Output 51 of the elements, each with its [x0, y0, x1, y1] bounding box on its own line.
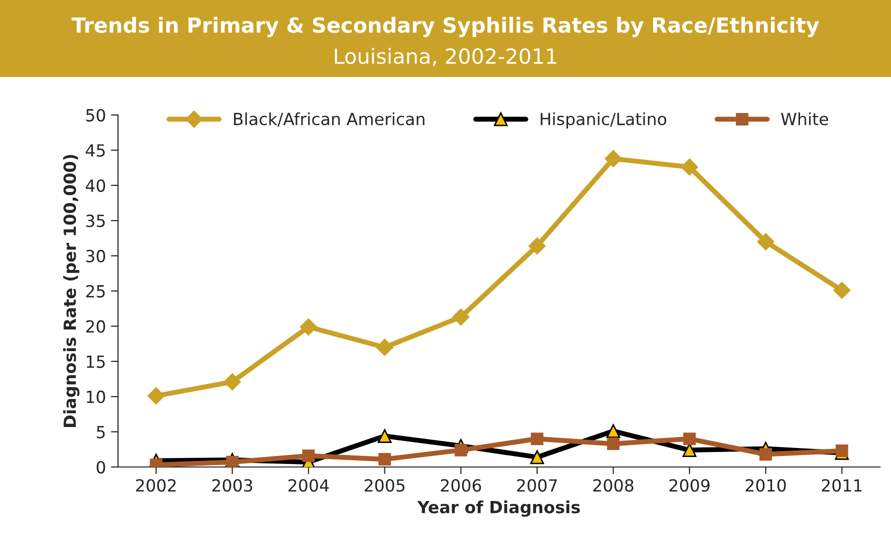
point [300, 318, 318, 336]
x-tick-label: 2005 [364, 479, 404, 492]
y-tick-label: 30 [86, 250, 106, 262]
point [757, 233, 774, 250]
point [836, 444, 848, 458]
chart-subtitle: Louisiana, 2002-2011 [334, 48, 556, 66]
point [759, 448, 772, 461]
point [683, 432, 696, 446]
point [604, 150, 622, 168]
y-tick-label: 10 [86, 390, 106, 404]
point [682, 443, 696, 458]
y-tick-label: 40 [86, 179, 106, 192]
y-tick-label: 15 [86, 356, 105, 368]
x-axis-title: Year of Diagnosis [417, 500, 580, 517]
y-tick-label: 5 [96, 426, 105, 438]
point [607, 438, 620, 450]
point [454, 444, 468, 456]
point [530, 432, 544, 446]
point [530, 450, 544, 464]
point [680, 158, 698, 176]
chart-title: Trends in Primary & Secondary Syphilis Rates by Race/Ethnicity [72, 16, 820, 38]
x-tick-label: 2010 [746, 479, 786, 492]
point [148, 387, 165, 404]
legend-label: Hispanic/Latino [540, 112, 666, 129]
legend-label: White [781, 112, 828, 126]
y-tick-label: 0 [96, 460, 106, 474]
x-tick-label: 2009 [670, 479, 710, 492]
y-tick-label: 20 [86, 320, 106, 333]
point [302, 449, 315, 462]
point [833, 282, 850, 299]
point [376, 338, 394, 356]
y-tick-label: 25 [86, 284, 105, 298]
point [224, 373, 241, 390]
point [528, 237, 546, 254]
y-tick-label: 45 [86, 144, 105, 157]
x-tick-label: 2006 [440, 479, 482, 492]
x-tick-label: 2011 [822, 479, 862, 492]
point [606, 424, 620, 438]
point [378, 429, 392, 443]
y-axis-title: Diagnosis Rate (per 100,000) [63, 154, 80, 427]
point [378, 453, 391, 466]
x-tick-label: 2004 [288, 479, 329, 492]
point [452, 308, 470, 326]
y-tick-label: 50 [86, 108, 106, 122]
x-tick-label: 2007 [517, 479, 557, 492]
x-tick-label: 2003 [212, 479, 252, 492]
y-tick-label: 35 [86, 214, 105, 228]
x-tick-label: 2008 [593, 479, 634, 492]
point [226, 456, 239, 467]
x-tick-label: 2002 [136, 479, 176, 492]
legend-label: Black/African American [234, 112, 424, 127]
